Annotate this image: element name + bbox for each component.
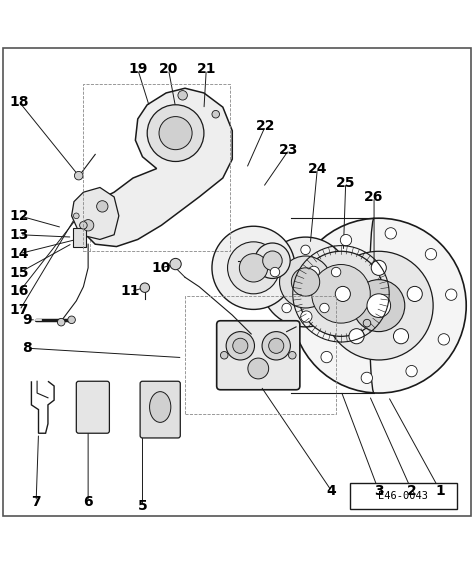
Text: 25: 25 (336, 176, 356, 190)
Text: 12: 12 (10, 209, 29, 223)
Ellipse shape (255, 243, 290, 279)
Text: 22: 22 (255, 119, 275, 133)
Circle shape (280, 256, 331, 308)
Circle shape (361, 372, 373, 384)
Circle shape (212, 226, 295, 310)
Circle shape (324, 252, 433, 360)
Text: 20: 20 (159, 63, 178, 76)
Polygon shape (72, 187, 119, 240)
Circle shape (321, 351, 332, 363)
Text: 3: 3 (374, 484, 383, 498)
Text: 23: 23 (279, 143, 299, 157)
Text: 24: 24 (308, 161, 327, 175)
Text: 17: 17 (10, 303, 29, 318)
Text: E46-0043: E46-0043 (378, 491, 428, 501)
Text: 9: 9 (22, 313, 31, 327)
Circle shape (248, 358, 269, 379)
Circle shape (262, 332, 291, 360)
Circle shape (308, 266, 319, 277)
Text: 19: 19 (128, 63, 147, 76)
Text: 8: 8 (22, 341, 32, 355)
Circle shape (438, 334, 449, 345)
Circle shape (57, 319, 65, 326)
Circle shape (68, 316, 75, 324)
Circle shape (220, 351, 228, 359)
Ellipse shape (263, 251, 282, 271)
Ellipse shape (150, 391, 171, 422)
Circle shape (178, 91, 187, 100)
Text: 11: 11 (121, 284, 140, 298)
Text: 13: 13 (10, 228, 29, 242)
Circle shape (301, 245, 310, 254)
Circle shape (367, 294, 391, 318)
Circle shape (425, 249, 437, 260)
Circle shape (228, 242, 280, 294)
Circle shape (73, 213, 79, 219)
Circle shape (335, 287, 350, 302)
Circle shape (371, 260, 386, 275)
Circle shape (140, 283, 150, 292)
Text: 7: 7 (31, 495, 41, 509)
Circle shape (239, 254, 268, 282)
Circle shape (74, 171, 83, 180)
Circle shape (147, 105, 204, 161)
Circle shape (80, 222, 87, 229)
Circle shape (292, 218, 466, 393)
Polygon shape (81, 88, 232, 246)
Circle shape (159, 117, 192, 149)
Text: 16: 16 (10, 284, 29, 298)
Bar (83, 83, 230, 252)
Circle shape (233, 338, 248, 354)
Circle shape (312, 265, 370, 323)
Circle shape (407, 287, 422, 302)
Bar (350, 483, 457, 509)
Circle shape (261, 237, 350, 327)
Text: 14: 14 (10, 246, 29, 261)
Text: 1: 1 (435, 484, 445, 498)
Circle shape (82, 219, 94, 231)
Text: 4: 4 (327, 484, 337, 498)
Text: 26: 26 (365, 190, 384, 204)
FancyBboxPatch shape (140, 381, 180, 438)
Bar (73, 228, 86, 246)
FancyBboxPatch shape (76, 381, 109, 433)
Circle shape (406, 365, 417, 377)
Text: 15: 15 (10, 266, 29, 280)
Circle shape (170, 258, 181, 270)
Circle shape (269, 338, 284, 354)
Bar (185, 296, 336, 415)
Circle shape (97, 201, 108, 212)
Circle shape (385, 228, 396, 239)
Text: 18: 18 (10, 95, 29, 109)
Circle shape (301, 311, 312, 322)
Text: 6: 6 (83, 495, 93, 509)
FancyBboxPatch shape (217, 321, 300, 390)
Text: 10: 10 (152, 261, 171, 275)
Circle shape (270, 267, 280, 277)
Circle shape (331, 267, 341, 277)
Circle shape (299, 252, 383, 336)
Text: 21: 21 (197, 63, 216, 76)
Text: 5: 5 (137, 500, 147, 513)
Circle shape (340, 235, 352, 246)
Circle shape (446, 289, 457, 301)
Circle shape (282, 303, 292, 312)
Circle shape (353, 280, 405, 332)
Text: 2: 2 (407, 484, 417, 498)
Circle shape (393, 329, 409, 344)
Circle shape (363, 319, 371, 327)
Circle shape (289, 351, 296, 359)
Circle shape (292, 268, 319, 296)
Circle shape (349, 329, 364, 344)
Circle shape (319, 303, 329, 312)
Circle shape (212, 111, 219, 118)
Circle shape (226, 332, 255, 360)
